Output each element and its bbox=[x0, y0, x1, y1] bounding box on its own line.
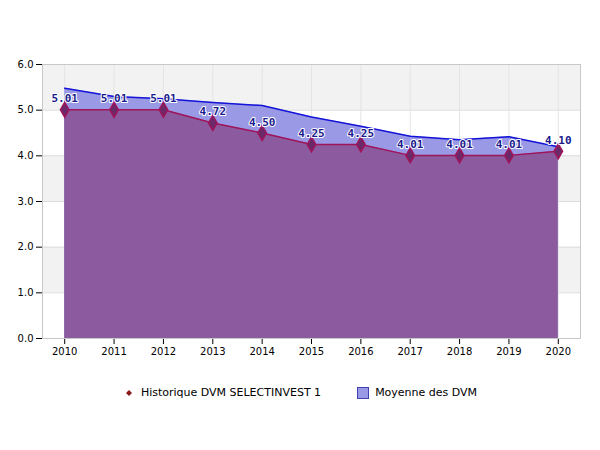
svg-text:4.72: 4.72 bbox=[200, 105, 227, 118]
svg-text:2012: 2012 bbox=[151, 346, 176, 357]
svg-text:1.0: 1.0 bbox=[18, 287, 34, 298]
svg-text:4.25: 4.25 bbox=[298, 127, 325, 140]
html-text:Historique DVM SELECTINVEST 1: Historique DVM SELECTINVEST 1 bbox=[140, 386, 322, 399]
svg-text:2016: 2016 bbox=[348, 346, 373, 357]
html-text:Moyenne des DVM: Moyenne des DVM bbox=[375, 386, 478, 399]
svg-text:4.25: 4.25 bbox=[348, 127, 375, 140]
svg-text:2019: 2019 bbox=[496, 346, 521, 357]
svg-text:6.0: 6.0 bbox=[18, 59, 34, 70]
svg-text:2011: 2011 bbox=[101, 346, 126, 357]
svg-text:4.01: 4.01 bbox=[496, 138, 523, 151]
svg-text:5.01: 5.01 bbox=[51, 92, 78, 105]
svg-text:4.0: 4.0 bbox=[18, 150, 34, 161]
svg-text:2020: 2020 bbox=[546, 346, 571, 357]
svg-text:4.01: 4.01 bbox=[397, 138, 424, 151]
svg-text:2013: 2013 bbox=[200, 346, 225, 357]
svg-text:4.10: 4.10 bbox=[545, 134, 572, 147]
svg-text:2015: 2015 bbox=[299, 346, 324, 357]
svg-text:2010: 2010 bbox=[52, 346, 77, 357]
svg-text:2.0: 2.0 bbox=[18, 241, 34, 252]
svg-text:5.01: 5.01 bbox=[101, 92, 128, 105]
svg-text:4.50: 4.50 bbox=[249, 116, 276, 129]
svg-text:2014: 2014 bbox=[249, 346, 274, 357]
svg-text:4.01: 4.01 bbox=[446, 138, 473, 151]
svg-text:3.0: 3.0 bbox=[18, 196, 34, 207]
svg-text:5.01: 5.01 bbox=[150, 92, 177, 105]
svg-text:2018: 2018 bbox=[447, 346, 472, 357]
svg-text:0.0: 0.0 bbox=[18, 333, 34, 344]
svg-text:2017: 2017 bbox=[397, 346, 422, 357]
svg-text:5.0: 5.0 bbox=[18, 104, 34, 115]
